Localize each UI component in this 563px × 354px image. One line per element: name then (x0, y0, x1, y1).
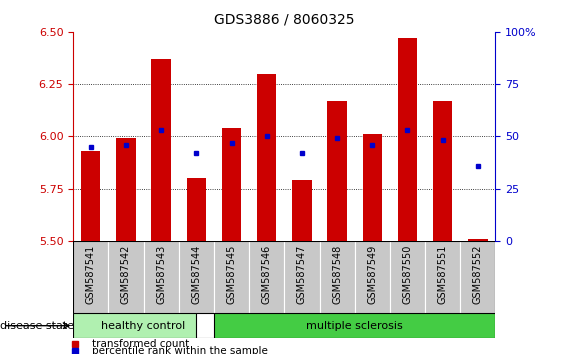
Bar (81, 151, 100, 241)
Text: GSM587543: GSM587543 (156, 244, 166, 304)
Text: disease state: disease state (0, 321, 74, 331)
Text: GDS3886 / 8060325: GDS3886 / 8060325 (214, 12, 355, 27)
Bar (117, 138, 136, 241)
Bar (151, 59, 171, 241)
Bar (461, 241, 495, 313)
Text: multiple sclerosis: multiple sclerosis (306, 321, 403, 331)
Bar (355, 241, 390, 313)
Bar (284, 241, 320, 313)
Text: healthy control: healthy control (101, 321, 186, 331)
Bar (257, 74, 276, 241)
Text: GSM587548: GSM587548 (332, 244, 342, 304)
Bar (390, 241, 425, 313)
Bar (214, 313, 495, 338)
Bar (73, 313, 196, 338)
Text: GSM587551: GSM587551 (437, 244, 448, 304)
Bar (214, 241, 249, 313)
Bar (328, 101, 347, 241)
Bar (222, 128, 241, 241)
Bar (398, 38, 417, 241)
Text: GSM587547: GSM587547 (297, 244, 307, 304)
Bar (187, 178, 206, 241)
Bar (320, 241, 355, 313)
Text: percentile rank within the sample: percentile rank within the sample (92, 346, 268, 354)
Bar (433, 101, 452, 241)
Text: GSM587545: GSM587545 (226, 244, 236, 304)
Bar (144, 241, 179, 313)
Bar (425, 241, 461, 313)
Text: GSM587552: GSM587552 (473, 244, 483, 304)
Bar (73, 241, 108, 313)
Bar (292, 180, 311, 241)
Text: GSM587544: GSM587544 (191, 244, 202, 304)
Text: GSM587550: GSM587550 (403, 244, 413, 304)
Text: GSM587542: GSM587542 (121, 244, 131, 304)
Text: transformed count: transformed count (92, 339, 190, 349)
Bar (108, 241, 144, 313)
Text: GSM587541: GSM587541 (86, 244, 96, 304)
Bar (249, 241, 284, 313)
Bar (179, 241, 214, 313)
Bar (468, 239, 488, 241)
Text: GSM587549: GSM587549 (367, 244, 377, 304)
Bar (363, 134, 382, 241)
Text: GSM587546: GSM587546 (262, 244, 272, 304)
